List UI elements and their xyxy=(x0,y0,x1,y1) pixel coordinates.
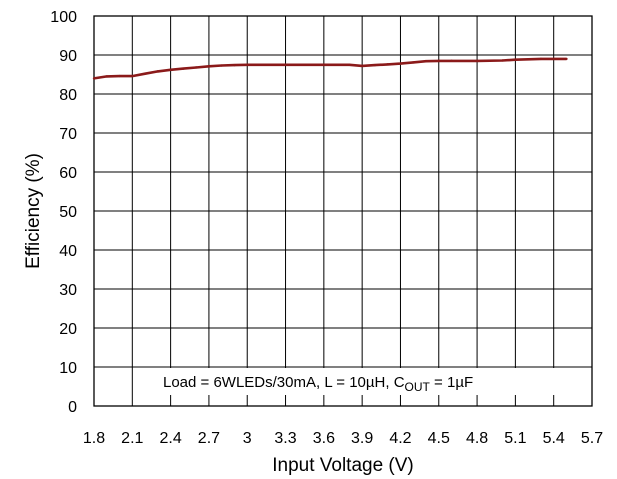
annotation-text: Load = 6WLEDs/30mA, L = 10µH, COUT = 1µF xyxy=(163,374,473,394)
annotation-box xyxy=(155,368,583,395)
x-tick-label: 2.4 xyxy=(159,430,181,447)
x-tick-label: 3 xyxy=(243,430,252,447)
y-tick-label: 60 xyxy=(59,165,77,182)
y-tick-label: 0 xyxy=(68,399,77,416)
grid-lines xyxy=(93,15,593,407)
data-point xyxy=(360,64,364,68)
y-tick-label: 70 xyxy=(59,126,77,143)
data-point xyxy=(450,59,453,63)
x-tick-label: 1.8 xyxy=(83,430,105,447)
data-point xyxy=(322,63,326,66)
y-tick-label: 50 xyxy=(59,204,77,221)
data-point xyxy=(475,59,479,63)
data-point xyxy=(386,63,389,66)
x-tick-label: 2.7 xyxy=(198,430,220,447)
x-tick-label: 3.6 xyxy=(313,430,335,447)
data-point xyxy=(246,63,249,66)
x-tick-label: 5.7 xyxy=(581,430,603,447)
x-tick-label: 3.3 xyxy=(274,430,296,447)
data-point xyxy=(92,77,96,80)
data-point xyxy=(143,72,147,75)
y-tick-label: 90 xyxy=(59,48,77,65)
data-point xyxy=(220,64,223,67)
data-point xyxy=(539,57,543,61)
data-point xyxy=(424,60,428,63)
series-group xyxy=(92,57,568,80)
y-axis-title: Efficiency (%) xyxy=(23,153,44,269)
data-point xyxy=(233,63,236,67)
annotation-prefix: Load = 6WLEDs/30mA, L = 10µH, C xyxy=(163,374,405,391)
x-tick-label: 4.8 xyxy=(466,430,488,447)
data-point xyxy=(271,63,274,66)
data-point xyxy=(565,57,568,61)
data-point xyxy=(118,74,121,78)
y-tick-label: 20 xyxy=(59,321,77,338)
x-axis-title: Input Voltage (V) xyxy=(272,455,414,476)
data-point xyxy=(526,58,530,61)
x-tick-label: 4.2 xyxy=(389,430,411,447)
data-point xyxy=(194,66,198,69)
y-tick-label: 80 xyxy=(59,87,77,104)
y-tick-label: 30 xyxy=(59,282,77,299)
data-point xyxy=(131,74,134,78)
data-point xyxy=(105,75,108,78)
plot-area xyxy=(93,15,593,407)
data-point xyxy=(207,65,211,68)
x-tick-label: 3.9 xyxy=(351,430,373,447)
y-axis-ticks: 0 10 20 30 40 50 60 70 80 90 100 xyxy=(50,9,77,416)
data-point xyxy=(182,67,185,70)
data-point xyxy=(412,61,415,64)
annotation-suffix: = 1µF xyxy=(430,374,473,391)
y-tick-label: 40 xyxy=(59,243,77,260)
x-tick-label: 2.1 xyxy=(121,430,143,447)
data-point xyxy=(514,58,517,61)
data-point xyxy=(399,62,402,65)
data-point xyxy=(373,63,377,67)
y-tick-label: 100 xyxy=(50,9,77,26)
data-point xyxy=(297,63,300,66)
x-axis-ticks: 1.8 2.1 2.4 2.7 3 3.3 3.6 3.9 4.2 4.5 4.8 5.1 5.4 5.7 xyxy=(83,430,603,447)
data-point xyxy=(437,59,440,63)
data-point xyxy=(169,68,172,72)
annotation-subscript: OUT xyxy=(405,380,431,394)
data-point xyxy=(501,59,504,62)
x-tick-label: 4.5 xyxy=(428,430,450,447)
series-line-0 xyxy=(93,57,567,80)
x-tick-label: 5.4 xyxy=(543,430,565,447)
data-point xyxy=(156,70,160,73)
y-tick-label: 10 xyxy=(59,360,77,377)
data-point xyxy=(348,63,351,66)
x-tick-label: 5.1 xyxy=(504,430,526,447)
